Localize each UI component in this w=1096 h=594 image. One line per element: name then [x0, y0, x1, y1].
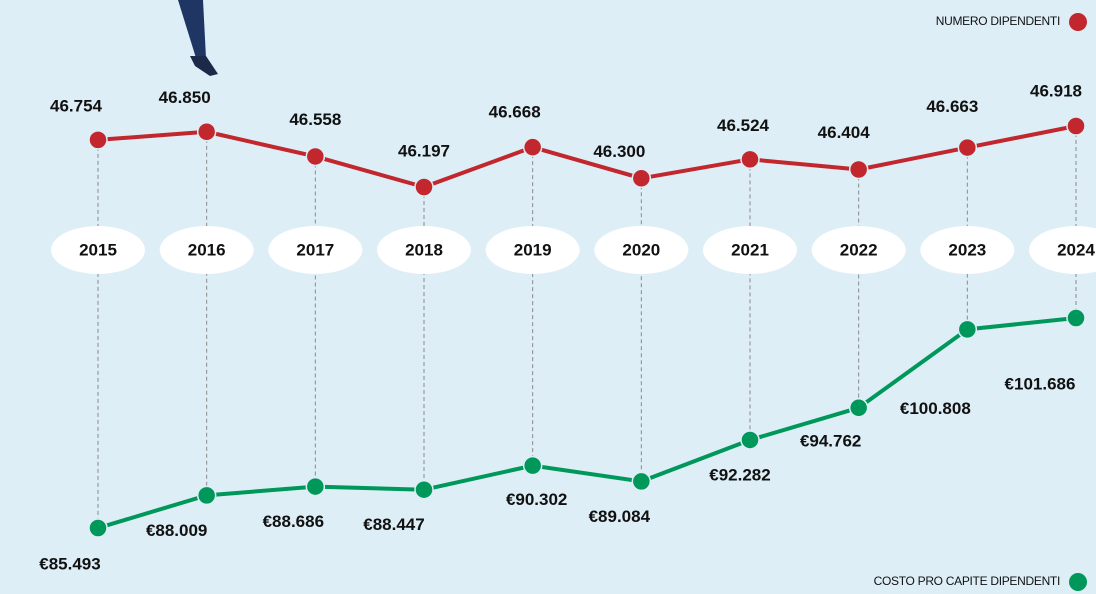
- x-tick-label: 2021: [731, 240, 769, 259]
- data-point: [850, 399, 868, 417]
- data-label: 46.918: [1030, 81, 1082, 100]
- data-label: €101.686: [1005, 374, 1076, 393]
- data-label: €92.282: [709, 465, 770, 484]
- data-label: €89.084: [589, 507, 651, 526]
- data-point: [741, 150, 759, 168]
- data-label: €100.808: [900, 399, 971, 418]
- data-point: [89, 131, 107, 149]
- x-tick-label: 2018: [405, 240, 443, 259]
- legend-label: NUMERO DIPENDENTI: [936, 14, 1060, 28]
- data-label: 46.300: [593, 142, 645, 161]
- legend-marker: [1069, 573, 1087, 591]
- data-point: [89, 519, 107, 537]
- data-point: [306, 147, 324, 165]
- x-tick-label: 2019: [514, 240, 552, 259]
- legend-marker: [1069, 13, 1087, 31]
- data-label: 46.197: [398, 141, 450, 160]
- data-point: [306, 478, 324, 496]
- data-point: [198, 486, 216, 504]
- data-label: €94.762: [800, 431, 861, 450]
- data-label: €90.302: [506, 490, 567, 509]
- data-point: [524, 138, 542, 156]
- data-point: [1067, 309, 1085, 327]
- x-tick-label: 2017: [296, 240, 334, 259]
- data-point: [632, 169, 650, 187]
- data-label: €88.009: [146, 521, 207, 540]
- legend-label: COSTO PRO CAPITE DIPENDENTI: [874, 574, 1060, 588]
- data-label: 46.668: [489, 103, 541, 122]
- data-label: 46.663: [926, 97, 978, 116]
- data-point: [524, 457, 542, 475]
- x-tick-label: 2020: [622, 240, 660, 259]
- data-label: €88.447: [363, 515, 424, 534]
- data-label: €85.493: [39, 554, 100, 573]
- data-point: [741, 431, 759, 449]
- data-label: €88.686: [263, 512, 324, 531]
- data-label: 46.558: [289, 110, 341, 129]
- x-tick-label: 2022: [840, 240, 878, 259]
- x-tick-label: 2016: [188, 240, 226, 259]
- data-point: [958, 320, 976, 338]
- data-label: 46.404: [818, 123, 871, 142]
- data-label: 46.524: [717, 116, 770, 135]
- x-tick-label: 2023: [948, 240, 986, 259]
- x-tick-label: 2015: [79, 240, 117, 259]
- x-tick-label: 2024: [1057, 240, 1095, 259]
- chart: 2015 2016 2017 2018 2019 2020 2021 2022 2023 2024…: [0, 0, 1096, 594]
- data-point: [632, 472, 650, 490]
- data-label: 46.754: [50, 96, 103, 115]
- data-point: [1067, 117, 1085, 135]
- data-point: [198, 123, 216, 141]
- data-point: [415, 481, 433, 499]
- data-label: 46.850: [159, 88, 211, 107]
- data-point: [958, 139, 976, 157]
- data-point: [415, 178, 433, 196]
- data-point: [850, 160, 868, 178]
